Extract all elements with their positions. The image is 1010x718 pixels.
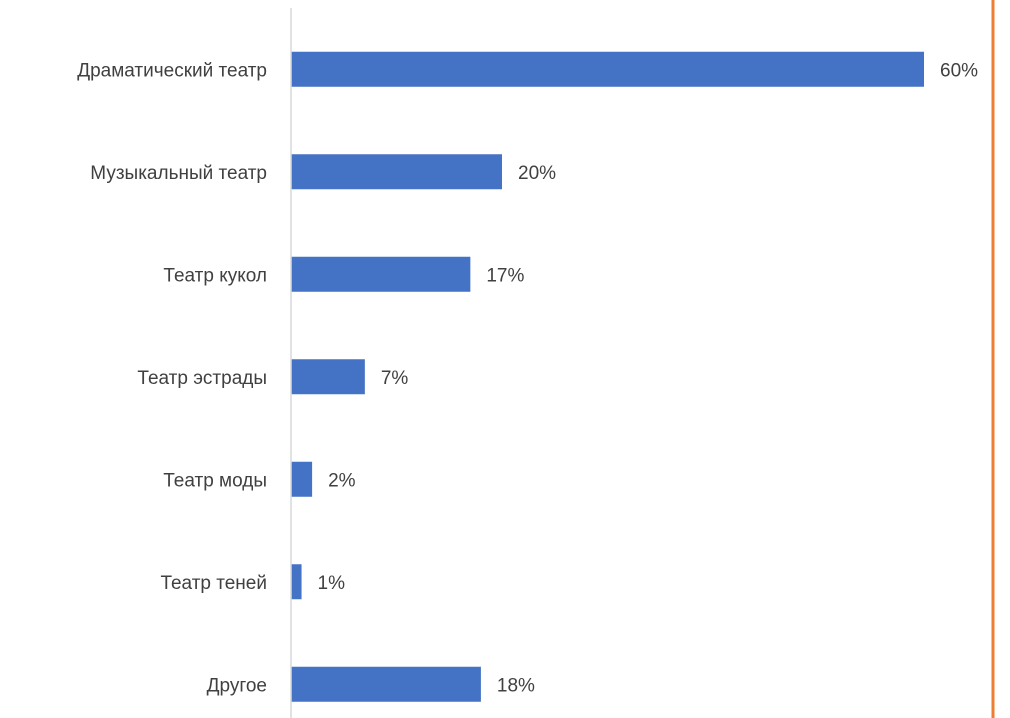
value-label: 18% [497, 675, 535, 696]
value-label: 20% [518, 163, 556, 184]
bar [291, 256, 471, 292]
bar [291, 666, 481, 702]
value-labels: 60% 20% 17% 7% 2% 1% 18% [318, 60, 979, 696]
value-label: 7% [381, 368, 409, 389]
value-label: 2% [328, 470, 356, 491]
bar [291, 51, 924, 87]
category-label: Драматический театр [77, 60, 267, 81]
bars [291, 51, 924, 702]
category-label: Театр эстрады [137, 368, 267, 389]
bar [291, 154, 502, 190]
category-label: Театр кукол [163, 265, 267, 286]
category-label: Театр теней [160, 573, 267, 594]
bar [291, 461, 313, 497]
value-label: 17% [486, 265, 524, 286]
bar [291, 564, 302, 600]
value-label: 60% [940, 60, 978, 81]
category-labels: Драматический театр Музыкальный театр Те… [77, 60, 267, 696]
value-label: 1% [318, 573, 346, 594]
bar [291, 359, 365, 395]
category-label: Другое [207, 675, 267, 696]
category-label: Театр моды [163, 470, 267, 491]
category-label: Музыкальный театр [90, 163, 267, 184]
